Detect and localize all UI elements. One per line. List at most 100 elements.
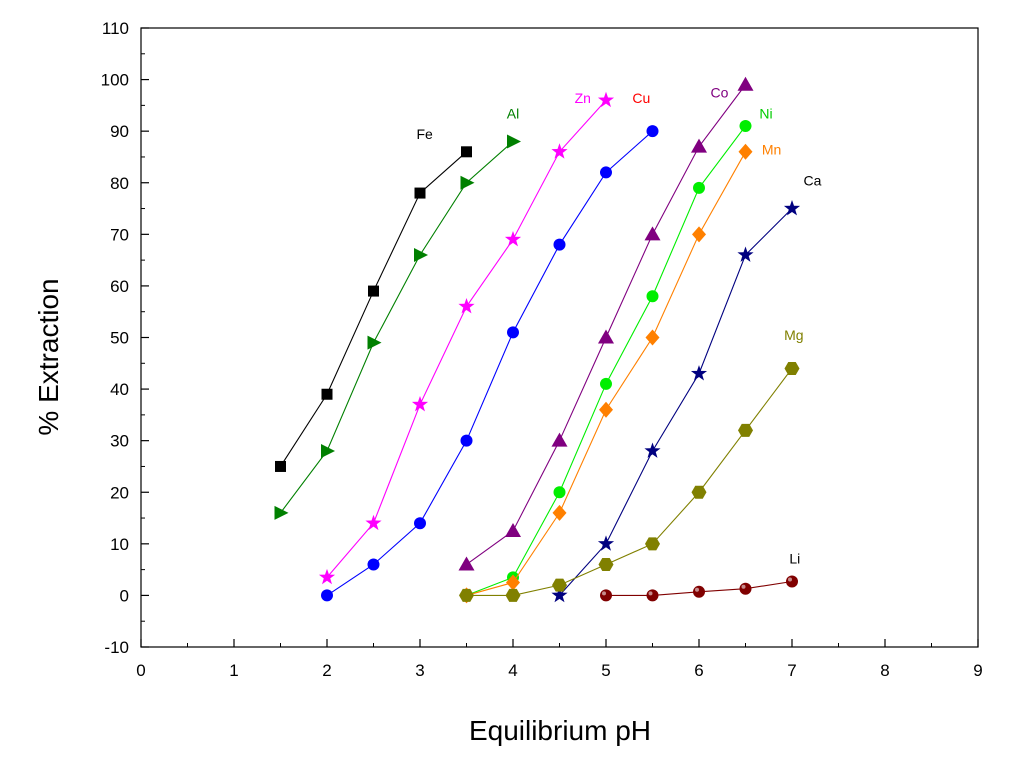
series-label-zn: Zn	[575, 90, 591, 106]
y-axis-title: % Extraction	[33, 278, 64, 435]
data-point-li-highlight	[602, 591, 606, 596]
y-tick-label: 80	[110, 174, 129, 193]
y-tick-label: 40	[110, 380, 129, 399]
data-point-mg	[645, 537, 660, 551]
y-tick-label: 110	[102, 19, 129, 38]
x-tick-label: 6	[694, 661, 703, 680]
series-ca	[551, 200, 801, 603]
data-point-mn	[692, 226, 706, 243]
data-point-ni	[739, 120, 752, 133]
y-tick-label: 70	[110, 225, 129, 244]
x-tick-label: 9	[973, 661, 982, 680]
data-point-ca	[644, 442, 661, 458]
data-point-mg	[552, 578, 567, 592]
data-point-zn	[597, 91, 615, 108]
data-point-cu	[600, 166, 612, 179]
x-axis-title: Equilibrium pH	[469, 715, 651, 746]
data-point-li	[739, 582, 752, 595]
data-point-fe	[461, 146, 472, 158]
data-point-ni	[693, 181, 705, 194]
data-point-cu	[414, 517, 426, 530]
data-point-li-highlight	[695, 587, 699, 592]
series-fe	[275, 146, 472, 472]
data-point-fe	[321, 388, 333, 400]
x-tick-label: 7	[787, 661, 796, 680]
series-layer	[274, 76, 801, 604]
data-point-co	[551, 432, 568, 447]
x-axis: 0 1 2 3 4 5 6 7 8 9	[136, 639, 983, 680]
data-point-li	[600, 589, 612, 602]
series-label-li: Li	[789, 550, 800, 566]
y-tick-label: -10	[104, 638, 129, 657]
series-mn	[459, 143, 753, 604]
data-point-al	[321, 443, 335, 458]
data-point-ni	[646, 290, 659, 303]
series-line-cu	[326, 130, 653, 596]
data-point-li-highlight	[788, 577, 792, 582]
x-tick-label: 3	[415, 661, 424, 680]
data-point-ca	[783, 200, 801, 216]
y-axis: -10 0 10 20 30 40 50 60 70 80 90 100 110	[101, 19, 149, 657]
data-point-cu	[460, 434, 473, 447]
data-point-mg	[691, 485, 707, 499]
data-point-li	[786, 575, 798, 588]
data-point-cu	[646, 125, 659, 138]
data-point-li-highlight	[741, 584, 746, 589]
data-point-cu	[553, 238, 566, 251]
series-line-ca	[559, 208, 793, 596]
series-label-ca: Ca	[804, 172, 822, 188]
y-tick-label: 90	[110, 122, 129, 141]
data-point-fe	[275, 460, 286, 472]
series-zn	[318, 91, 615, 585]
data-point-co	[691, 138, 707, 153]
series-mg	[459, 361, 800, 602]
x-tick-label: 4	[508, 661, 517, 680]
y-tick-label: 100	[101, 71, 129, 90]
data-point-zn	[365, 514, 382, 531]
data-point-ni	[600, 377, 612, 390]
x-tick-label: 5	[601, 661, 610, 680]
data-point-zn	[504, 230, 522, 247]
series-co	[458, 76, 754, 571]
series-label-ni: Ni	[759, 105, 772, 121]
data-point-zn	[411, 396, 429, 412]
data-point-al	[367, 335, 382, 350]
data-point-mg	[505, 588, 521, 602]
data-point-mn	[506, 574, 520, 591]
data-point-co	[458, 556, 475, 571]
y-tick-label: 60	[110, 277, 129, 296]
y-tick-label: 10	[110, 535, 129, 554]
data-point-cu	[507, 326, 519, 339]
y-tick-label: 50	[110, 329, 129, 348]
data-point-li	[646, 589, 659, 602]
data-point-cu	[367, 558, 380, 571]
series-line-mg	[466, 368, 793, 596]
data-point-mg	[738, 423, 753, 437]
data-point-ca	[597, 535, 615, 551]
x-tick-label: 2	[322, 661, 331, 680]
data-point-zn	[551, 143, 568, 159]
series-label-fe: Fe	[416, 126, 433, 142]
data-point-zn	[318, 568, 336, 585]
data-point-al	[414, 247, 428, 262]
data-point-mn	[552, 504, 567, 521]
data-point-mg	[784, 361, 800, 375]
data-point-fe	[368, 285, 379, 297]
x-tick-label: 0	[136, 661, 145, 680]
y-tick-label: 20	[110, 483, 129, 502]
y-tick-label: 30	[110, 432, 129, 451]
series-label-al: Al	[507, 105, 519, 121]
series-li	[600, 575, 798, 602]
data-point-cu	[321, 589, 333, 602]
data-point-mg	[598, 557, 614, 571]
data-point-co	[598, 329, 614, 344]
series-label-cu: Cu	[632, 90, 650, 106]
data-point-co	[505, 522, 521, 537]
x-tick-label: 8	[880, 661, 889, 680]
data-point-al	[460, 175, 475, 190]
data-point-ca	[551, 586, 568, 603]
series-labels: Fe Al Zn Cu Co Ni Mn Ca Mg Li	[416, 85, 821, 567]
data-point-co	[644, 226, 661, 241]
data-point-li	[693, 585, 705, 598]
